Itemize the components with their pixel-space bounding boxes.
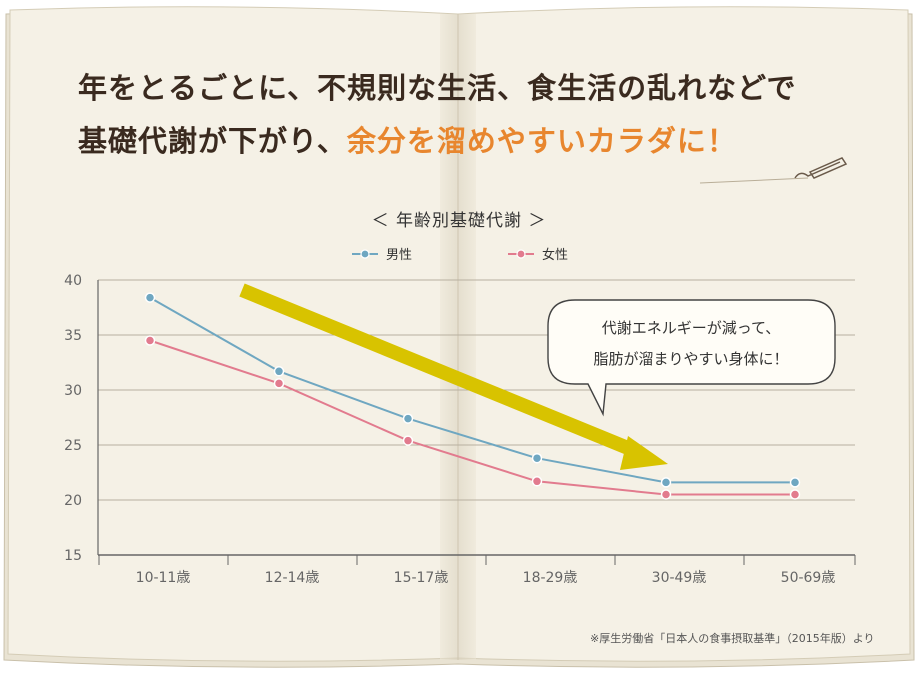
- x-tick-label: 12-14歳: [265, 570, 320, 586]
- chart-title: ＜ 年齢別基礎代謝 ＞: [371, 211, 547, 231]
- legend-label: 女性: [542, 247, 568, 263]
- data-point: [789, 489, 801, 500]
- x-tick-label: 30-49歳: [652, 570, 707, 586]
- y-axis-ticks: 15 20 25 30 35 40: [64, 273, 82, 564]
- legend-label: 男性: [386, 248, 412, 263]
- data-point: [402, 435, 414, 446]
- bubble-shape: [547, 299, 836, 417]
- x-tick-label: 15-17歳: [394, 570, 449, 586]
- data-point: [144, 292, 156, 303]
- y-tick-label: 40: [64, 273, 82, 289]
- legend-marker: [360, 249, 370, 259]
- y-tick-label: 30: [64, 383, 82, 399]
- pen-icon: [794, 157, 848, 179]
- data-point: [660, 489, 672, 500]
- data-point: [273, 378, 285, 389]
- legend-marker: [516, 249, 526, 259]
- headline-line2-accent: 余分を溜めやすいカラダに！: [346, 124, 737, 158]
- data-point: [789, 477, 801, 488]
- data-point: [531, 476, 543, 487]
- data-point: [273, 366, 285, 377]
- x-tick-label: 50-69歳: [781, 570, 836, 586]
- series-line-1: [149, 296, 795, 484]
- data-point: [144, 335, 156, 346]
- headline-line2: 基礎代謝が下がり、余分を溜めやすいカラダに！: [78, 115, 797, 168]
- trend-arrow-shaft: [239, 283, 643, 460]
- annotation-bubble: 代謝エネルギーが減って、脂肪が溜まりやすい身体に！: [547, 299, 836, 417]
- trend-arrow: [239, 283, 668, 470]
- y-tick-label: 20: [64, 493, 82, 509]
- trend-arrow-head: [620, 436, 668, 470]
- y-tick-label: 35: [64, 328, 82, 344]
- source-note: ※厚生労働省「日本人の食事摂取基準」（2015年版）より: [590, 632, 875, 645]
- headline: 年をとるごとに、不規則な生活、食生活の乱れなどで 基礎代謝が下がり、余分を溜めや…: [78, 62, 797, 168]
- data-point: [402, 413, 414, 424]
- y-tick-label: 25: [64, 438, 82, 454]
- data-point: [531, 452, 543, 464]
- chart-series: [144, 292, 801, 500]
- chart-legend: 男性 女性: [352, 247, 568, 263]
- bubble-line1: 代謝エネルギーが減って、: [602, 319, 781, 337]
- x-tick-label: 18-29歳: [523, 570, 578, 586]
- x-axis: 10-11歳 12-14歳 15-17歳 18-29歳 30-49歳 50-69歳: [98, 555, 856, 586]
- x-tick-label: 10-11歳: [136, 570, 191, 586]
- bubble-line2: 脂肪が溜まりやすい身体に！: [593, 350, 788, 368]
- series-line-2: [149, 339, 795, 496]
- headline-line2-prefix: 基礎代謝が下がり、: [78, 124, 347, 158]
- headline-line1: 年をとるごとに、不規則な生活、食生活の乱れなどで: [78, 71, 797, 105]
- y-tick-label: 15: [64, 548, 82, 564]
- data-point: [660, 477, 672, 488]
